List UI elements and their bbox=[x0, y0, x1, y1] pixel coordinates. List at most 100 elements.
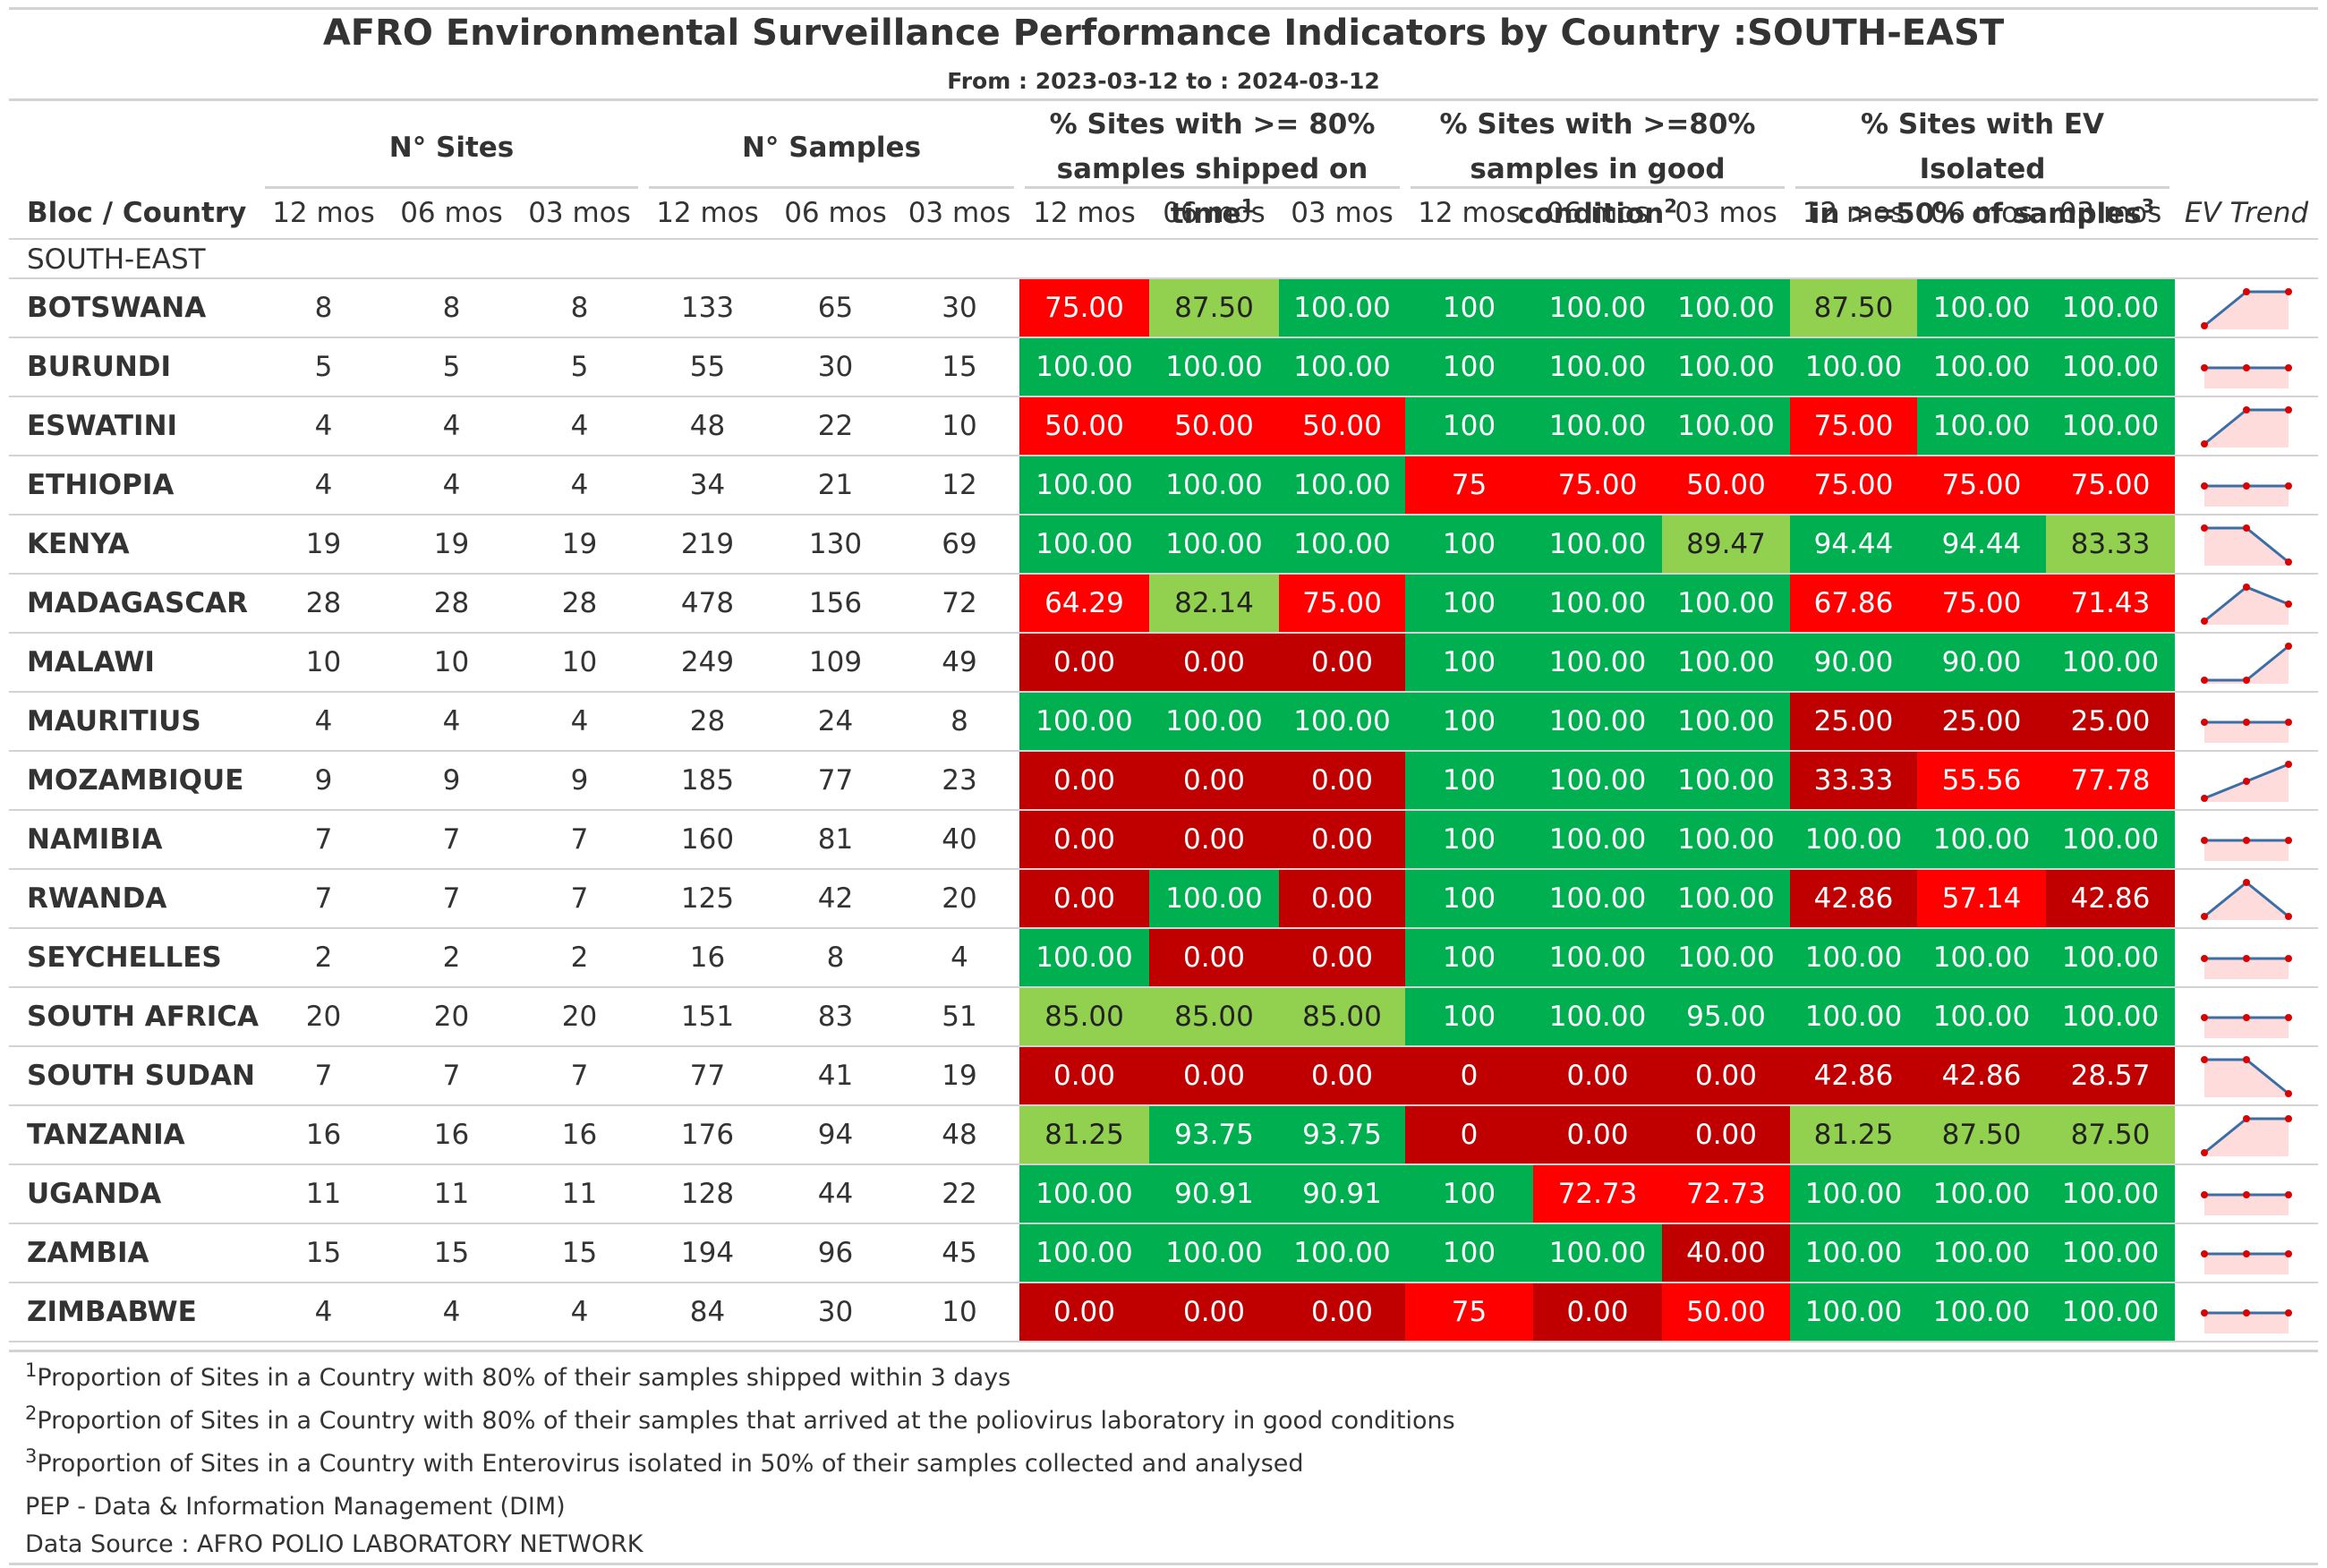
ev-cell: 94.44 bbox=[1917, 516, 2046, 573]
ev-cell: 75.00 bbox=[1917, 456, 2046, 514]
samples-cell: 151 bbox=[680, 1001, 735, 1033]
samples-cell: 19 bbox=[942, 1060, 977, 1092]
sites-cell: 10 bbox=[433, 646, 470, 678]
country-name: SOUTH SUDAN bbox=[27, 1060, 255, 1092]
sparkline-point bbox=[2201, 719, 2208, 726]
sparkline-point bbox=[2243, 1309, 2250, 1317]
sites-cell: 8 bbox=[314, 292, 333, 324]
country-name: UGANDA bbox=[27, 1178, 162, 1210]
ev-cell: 71.43 bbox=[2046, 575, 2175, 632]
country-name: KENYA bbox=[27, 528, 130, 560]
shipped-cell: 100.00 bbox=[1019, 929, 1149, 986]
sparkline-point bbox=[2285, 1090, 2292, 1097]
samples-cell: 77 bbox=[689, 1060, 726, 1092]
spanner-label: % Sites with EV Isolated in >=50% of samp… bbox=[1810, 108, 2155, 230]
shipped-cell: 100.00 bbox=[1279, 456, 1405, 514]
ev-cell: 75.00 bbox=[1790, 456, 1917, 514]
shipped-cell: 93.75 bbox=[1149, 1106, 1279, 1163]
ev-cell: 100.00 bbox=[1917, 1283, 2046, 1341]
condition-cell: 100.00 bbox=[1662, 634, 1790, 691]
table-row: ETHIOPIA 4 4 4 34 21 12 100.00 100.00 100.00 75 75.… bbox=[9, 456, 2318, 516]
ev-cell: 100.00 bbox=[2046, 988, 2175, 1045]
shipped-cell: 0.00 bbox=[1149, 929, 1279, 986]
ev-cell: 75.00 bbox=[1790, 397, 1917, 455]
samples-cell: 94 bbox=[817, 1119, 854, 1151]
sparkline-point bbox=[2285, 1115, 2292, 1122]
shipped-cell: 100.00 bbox=[1019, 456, 1149, 514]
shipped-cell: 100.00 bbox=[1279, 1224, 1405, 1282]
sparkline-area bbox=[2204, 1060, 2289, 1097]
country-name: BURUNDI bbox=[27, 351, 172, 383]
samples-cell: 12 bbox=[942, 469, 977, 501]
ev-cell: 42.86 bbox=[2046, 870, 2175, 927]
samples-cell: 8 bbox=[950, 705, 968, 737]
sparkline-point bbox=[2201, 677, 2208, 684]
table-row: SEYCHELLES 2 2 2 16 8 4 100.00 0.00 0.00 100 100.00… bbox=[9, 929, 2318, 988]
condition-cell: 100.00 bbox=[1533, 516, 1662, 573]
country-name: ESWATINI bbox=[27, 410, 178, 442]
shipped-cell: 0.00 bbox=[1279, 1283, 1405, 1341]
sparkline-point bbox=[2285, 601, 2292, 608]
samples-cell: 4 bbox=[950, 942, 968, 974]
col-header: 06 mos bbox=[784, 197, 887, 229]
samples-cell: 8 bbox=[826, 942, 845, 974]
spanner-label: N° Samples bbox=[741, 132, 922, 164]
shipped-cell: 100.00 bbox=[1149, 338, 1279, 396]
condition-cell: 100 bbox=[1405, 1224, 1533, 1282]
spanner-rule bbox=[1025, 186, 1400, 189]
ev-cell: 100.00 bbox=[1790, 988, 1917, 1045]
ev-trend-sparkline bbox=[2201, 879, 2292, 920]
sites-cell: 4 bbox=[442, 410, 461, 442]
condition-cell: 72.73 bbox=[1662, 1165, 1790, 1223]
country-name: ZIMBABWE bbox=[27, 1296, 197, 1328]
condition-cell: 100 bbox=[1405, 397, 1533, 455]
country-name: MALAWI bbox=[27, 646, 155, 678]
ev-trend-sparkline bbox=[2201, 1309, 2292, 1334]
table-row: ZAMBIA 15 15 15 194 96 45 100.00 100.00 100.00 100… bbox=[9, 1224, 2318, 1283]
ev-trend-sparkline bbox=[2201, 288, 2292, 329]
condition-cell: 0.00 bbox=[1533, 1106, 1662, 1163]
sparkline-point bbox=[2243, 1250, 2250, 1257]
samples-cell: 22 bbox=[942, 1178, 977, 1210]
sparkline-point bbox=[2201, 1056, 2208, 1063]
samples-cell: 81 bbox=[817, 823, 854, 856]
sparkline-point bbox=[2243, 406, 2250, 413]
sites-cell: 4 bbox=[570, 410, 589, 442]
sparkline-point bbox=[2285, 955, 2292, 962]
sparkline-point bbox=[2243, 482, 2250, 490]
ev-cell: 100.00 bbox=[1917, 929, 2046, 986]
country-name: ETHIOPIA bbox=[27, 469, 175, 501]
sparkline-point bbox=[2201, 913, 2208, 920]
condition-cell: 40.00 bbox=[1662, 1224, 1790, 1282]
spanner-rule bbox=[1411, 186, 1785, 189]
condition-cell: 100 bbox=[1405, 811, 1533, 868]
condition-cell: 100.00 bbox=[1662, 338, 1790, 396]
spanner-rule bbox=[265, 186, 638, 189]
ev-trend-sparkline bbox=[2201, 406, 2292, 447]
ev-cell: 100.00 bbox=[1790, 1165, 1917, 1223]
shipped-cell: 100.00 bbox=[1019, 693, 1149, 750]
sparkline-point bbox=[2243, 837, 2250, 844]
condition-cell: 100 bbox=[1405, 929, 1533, 986]
country-name: SEYCHELLES bbox=[27, 942, 222, 974]
shipped-cell: 82.14 bbox=[1149, 575, 1279, 632]
ev-cell: 25.00 bbox=[2046, 693, 2175, 750]
samples-cell: 30 bbox=[817, 1296, 854, 1328]
group-label: SOUTH-EAST bbox=[27, 243, 206, 276]
samples-cell: 10 bbox=[942, 410, 977, 442]
condition-cell: 100.00 bbox=[1533, 1224, 1662, 1282]
country-name: MOZAMBIQUE bbox=[27, 764, 244, 797]
shipped-cell: 90.91 bbox=[1279, 1165, 1405, 1223]
condition-cell: 100.00 bbox=[1533, 279, 1662, 337]
footnote-text: Proportion of Sites in a Country with 80… bbox=[37, 1407, 1455, 1435]
condition-cell: 100.00 bbox=[1533, 397, 1662, 455]
shipped-cell: 100.00 bbox=[1149, 870, 1279, 927]
condition-cell: 89.47 bbox=[1662, 516, 1790, 573]
ev-cell: 100.00 bbox=[2046, 1165, 2175, 1223]
sites-cell: 11 bbox=[305, 1178, 342, 1210]
samples-cell: 15 bbox=[942, 351, 977, 383]
sparkline-point bbox=[2201, 1191, 2208, 1198]
table-row: MOZAMBIQUE 9 9 9 185 77 23 0.00 0.00 0.00 100 100.0… bbox=[9, 752, 2318, 811]
col-header: 03 mos bbox=[1675, 197, 1777, 229]
condition-cell: 100.00 bbox=[1533, 634, 1662, 691]
